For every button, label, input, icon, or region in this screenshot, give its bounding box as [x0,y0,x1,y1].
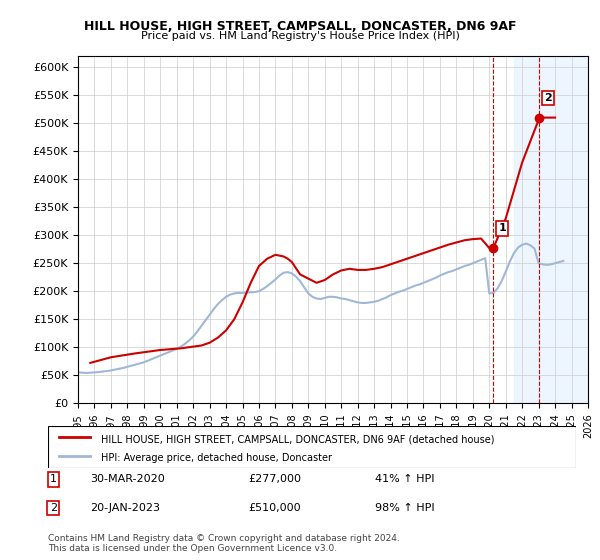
Text: £510,000: £510,000 [248,503,301,513]
Text: 41% ↑ HPI: 41% ↑ HPI [376,474,435,484]
Text: 98% ↑ HPI: 98% ↑ HPI [376,503,435,513]
Bar [514,56,588,403]
Text: Price paid vs. HM Land Registry's House Price Index (HPI): Price paid vs. HM Land Registry's House … [140,31,460,41]
FancyBboxPatch shape [48,426,576,468]
Text: 1: 1 [499,223,506,234]
Text: 30-MAR-2020: 30-MAR-2020 [90,474,165,484]
Text: 20-JAN-2023: 20-JAN-2023 [90,503,160,513]
Text: HPI: Average price, detached house, Doncaster: HPI: Average price, detached house, Donc… [101,452,332,463]
Text: HILL HOUSE, HIGH STREET, CAMPSALL, DONCASTER, DN6 9AF: HILL HOUSE, HIGH STREET, CAMPSALL, DONCA… [84,20,516,32]
Text: 2: 2 [50,503,57,513]
Text: 1: 1 [50,474,57,484]
Text: HILL HOUSE, HIGH STREET, CAMPSALL, DONCASTER, DN6 9AF (detached house): HILL HOUSE, HIGH STREET, CAMPSALL, DONCA… [101,434,494,444]
Text: £277,000: £277,000 [248,474,302,484]
Text: 2: 2 [544,93,552,103]
Text: Contains HM Land Registry data © Crown copyright and database right 2024.
This d: Contains HM Land Registry data © Crown c… [48,534,400,553]
